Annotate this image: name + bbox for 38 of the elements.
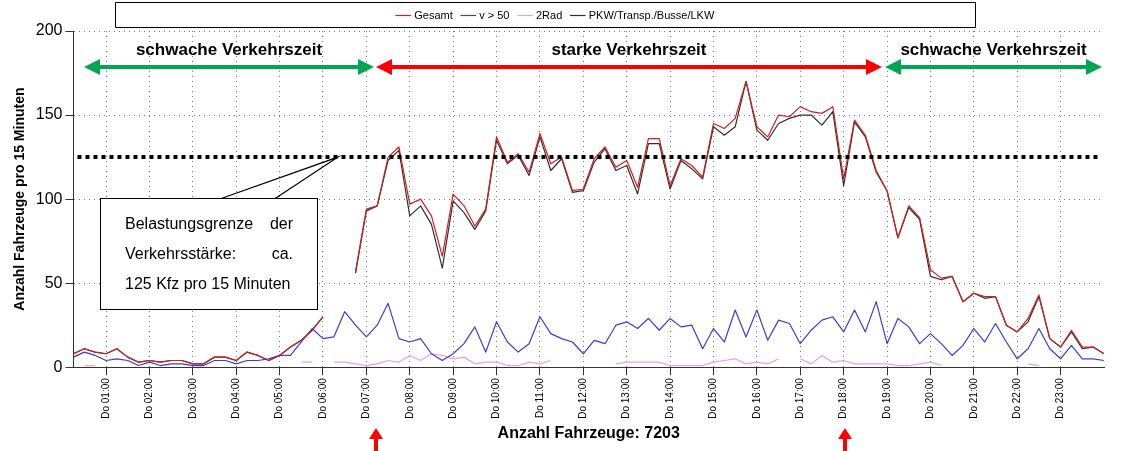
x-tick-label: Do 15:00 bbox=[707, 377, 719, 419]
x-tick-label: Do 19:00 bbox=[880, 377, 892, 419]
legend-label: PKW/Transp./Busse/LKW bbox=[588, 8, 715, 21]
x-tick-label: Do 09:00 bbox=[446, 377, 458, 419]
x-tick-label: Do 23:00 bbox=[1054, 377, 1066, 419]
annotation: schwache Verkehrszeit bbox=[134, 40, 324, 60]
x-tick-label: Do 16:00 bbox=[750, 377, 762, 419]
x-tick-label: Do 01:00 bbox=[99, 377, 111, 419]
annotation: schwache Verkehrszeit bbox=[899, 40, 1088, 60]
y-axis-title: Anzahl Fahrzeuge pro 15 Minuten bbox=[11, 87, 28, 311]
y-tick-label: 100 bbox=[35, 189, 63, 207]
x-tick-label: Do 20:00 bbox=[924, 377, 936, 419]
x-tick-label: Do 11:00 bbox=[533, 377, 545, 419]
x-tick-label: Do 10:00 bbox=[490, 377, 502, 419]
y-tick-label: 0 bbox=[53, 357, 63, 375]
y-tick-label: 150 bbox=[35, 105, 63, 123]
x-axis-title: Anzahl Fahrzeuge: 7203 bbox=[497, 423, 680, 441]
x-tick-label: Do 18:00 bbox=[837, 377, 849, 419]
x-tick-label: Do 13:00 bbox=[620, 377, 632, 419]
legend-label: Gesamt bbox=[414, 8, 453, 21]
y-tick-label: 200 bbox=[35, 21, 63, 39]
x-tick-label: Do 22:00 bbox=[1010, 377, 1022, 419]
x-tick-label: Do 02:00 bbox=[143, 377, 155, 419]
x-tick-label: Do 08:00 bbox=[403, 377, 415, 419]
x-tick-label: Do 06:00 bbox=[316, 377, 328, 419]
x-tick-label: Do 05:00 bbox=[273, 377, 285, 419]
y-tick-label: 50 bbox=[44, 273, 63, 291]
x-tick-label: Do 14:00 bbox=[663, 377, 675, 419]
x-tick-label: Do 17:00 bbox=[794, 377, 806, 419]
x-tick-label: Do 12:00 bbox=[577, 377, 589, 419]
annotation: starke Verkehrszeit bbox=[550, 40, 708, 60]
legend-label: 2Rad bbox=[535, 8, 563, 21]
legend-label: v > 50 bbox=[479, 8, 510, 21]
x-tick-label: Do 07:00 bbox=[360, 377, 372, 419]
x-tick-label: Do 04:00 bbox=[229, 377, 241, 419]
x-tick-label: Do 21:00 bbox=[967, 377, 979, 419]
x-tick-label: Do 03:00 bbox=[186, 377, 198, 419]
annotation: Belastungsgrenze der Verkehrsstärke: ca. 125 Kfz pro 15 Minuten bbox=[100, 198, 318, 310]
